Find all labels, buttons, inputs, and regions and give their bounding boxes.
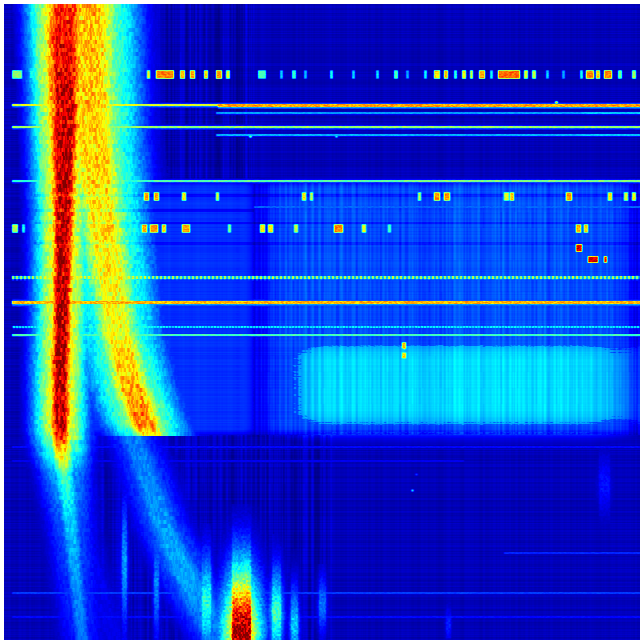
plot-top-margin [0, 0, 640, 4]
plot-left-margin [0, 0, 4, 640]
